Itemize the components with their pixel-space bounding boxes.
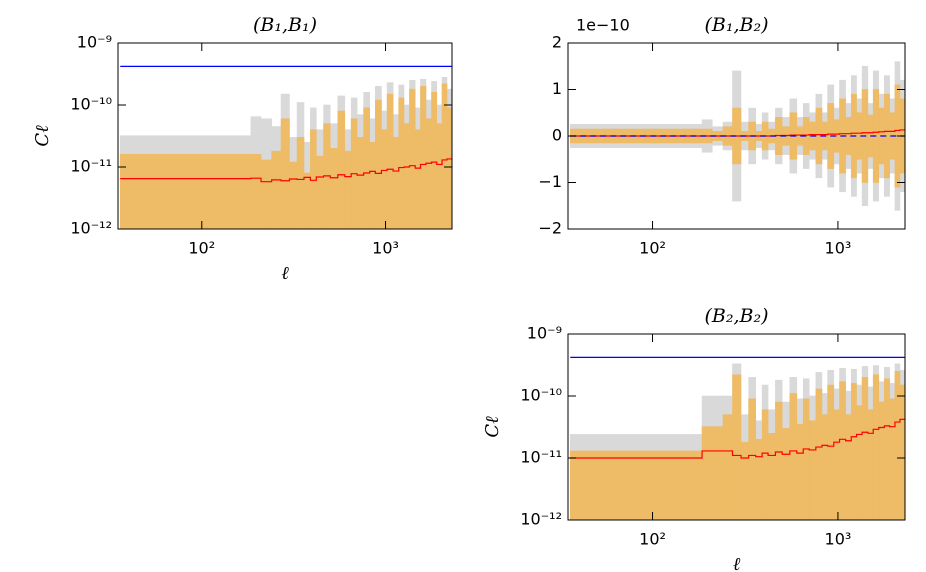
band-bin — [761, 409, 769, 520]
band-bin — [250, 154, 262, 229]
y-tick-label: −2 — [538, 219, 562, 238]
band-bin — [796, 423, 804, 520]
chart-title: (B₂,B₂) — [704, 305, 768, 327]
band-bin — [569, 450, 703, 520]
band-bin — [775, 401, 783, 520]
band-bin — [789, 393, 798, 520]
band-bin — [802, 398, 810, 520]
band-bin — [303, 172, 311, 229]
y-tick-label: 0 — [552, 126, 562, 145]
x-tick-label: 10² — [639, 530, 666, 549]
y-tick-label: 10⁻¹² — [70, 219, 112, 238]
band-bin — [316, 155, 324, 229]
band-bin — [827, 384, 835, 520]
band-bin — [436, 123, 443, 229]
band-bin — [119, 154, 252, 229]
y-tick-label: 1 — [552, 79, 562, 98]
band-bin — [748, 398, 756, 520]
band-bin — [403, 123, 410, 229]
band-bin — [872, 374, 880, 520]
band-bin — [894, 371, 901, 520]
chart-title: (B₁,B₂) — [704, 14, 768, 36]
y-tick-label: −1 — [538, 172, 562, 191]
x-tick-label: 10² — [188, 239, 215, 258]
y-tick-label: 10⁻¹¹ — [520, 448, 562, 467]
band-bin — [867, 409, 874, 520]
band-bin — [889, 398, 896, 520]
offset-label: 1e−10 — [576, 16, 630, 35]
y-axis-label: Cℓ — [482, 416, 503, 438]
plot-frame — [567, 333, 906, 521]
x-axis-label: ℓ — [733, 554, 741, 572]
band-bin — [850, 383, 857, 520]
y-tick-label: 10⁻¹¹ — [70, 157, 112, 176]
band-bin — [386, 93, 394, 229]
band-bin — [392, 137, 400, 229]
band-bin — [289, 161, 298, 229]
x-tick-label: 10³ — [825, 239, 852, 258]
y-tick-label: 10⁻¹⁰ — [70, 95, 112, 114]
band-bin — [839, 381, 846, 520]
y-tick-label: 10⁻⁹ — [527, 324, 562, 343]
band-bin — [767, 433, 776, 520]
band-bin — [446, 107, 452, 229]
band-bin — [398, 97, 405, 229]
line — [570, 418, 905, 459]
y-axis-label: Cℓ — [32, 125, 53, 147]
y-tick-label: 10⁻¹⁰ — [520, 386, 562, 405]
x-tick-label: 10³ — [825, 530, 852, 549]
band-bin — [369, 142, 376, 229]
line — [570, 129, 905, 137]
band-bin — [845, 414, 852, 520]
band-bin — [375, 99, 382, 229]
band-bin — [337, 110, 346, 229]
x-tick-label: 10³ — [372, 239, 399, 258]
band-bin — [409, 88, 416, 229]
band-bin — [899, 384, 905, 520]
band-bin — [821, 414, 828, 520]
band-bin — [271, 150, 282, 229]
y-tick-label: 10⁻¹² — [520, 510, 562, 529]
band-bin — [329, 148, 339, 229]
band-bin — [431, 92, 438, 229]
x-axis-label: ℓ — [281, 263, 289, 284]
band-bin — [260, 159, 272, 229]
band-bin — [363, 107, 370, 229]
plot-frame — [117, 42, 453, 230]
band-bin — [781, 428, 791, 520]
band-bin — [701, 426, 713, 520]
band-bin — [425, 118, 432, 229]
band-bin — [441, 83, 448, 229]
band-bin — [732, 374, 742, 520]
band-bin — [344, 150, 352, 229]
band-bin — [296, 137, 305, 229]
x-tick-label: 10² — [639, 239, 666, 258]
y-tick-label: 2 — [552, 33, 562, 52]
band-bin — [861, 377, 869, 520]
band-bin — [815, 388, 823, 520]
band-bin — [414, 129, 421, 229]
band-bin — [808, 420, 817, 520]
band-bin — [740, 441, 749, 520]
band-bin — [711, 426, 724, 520]
band-bin — [833, 409, 840, 520]
band-bin — [878, 401, 885, 520]
band-bin — [310, 129, 317, 229]
band-bin — [280, 118, 290, 229]
band-bin — [856, 405, 863, 520]
band-bin — [356, 137, 364, 229]
band-bin — [381, 129, 388, 229]
chart-title: (B₁,B₁) — [253, 14, 317, 36]
y-tick-label: 10⁻⁹ — [77, 33, 112, 52]
band-bin — [722, 414, 733, 520]
band-bin — [420, 86, 427, 229]
band-bin — [884, 378, 890, 520]
band-bin — [755, 439, 763, 520]
line — [120, 158, 452, 183]
